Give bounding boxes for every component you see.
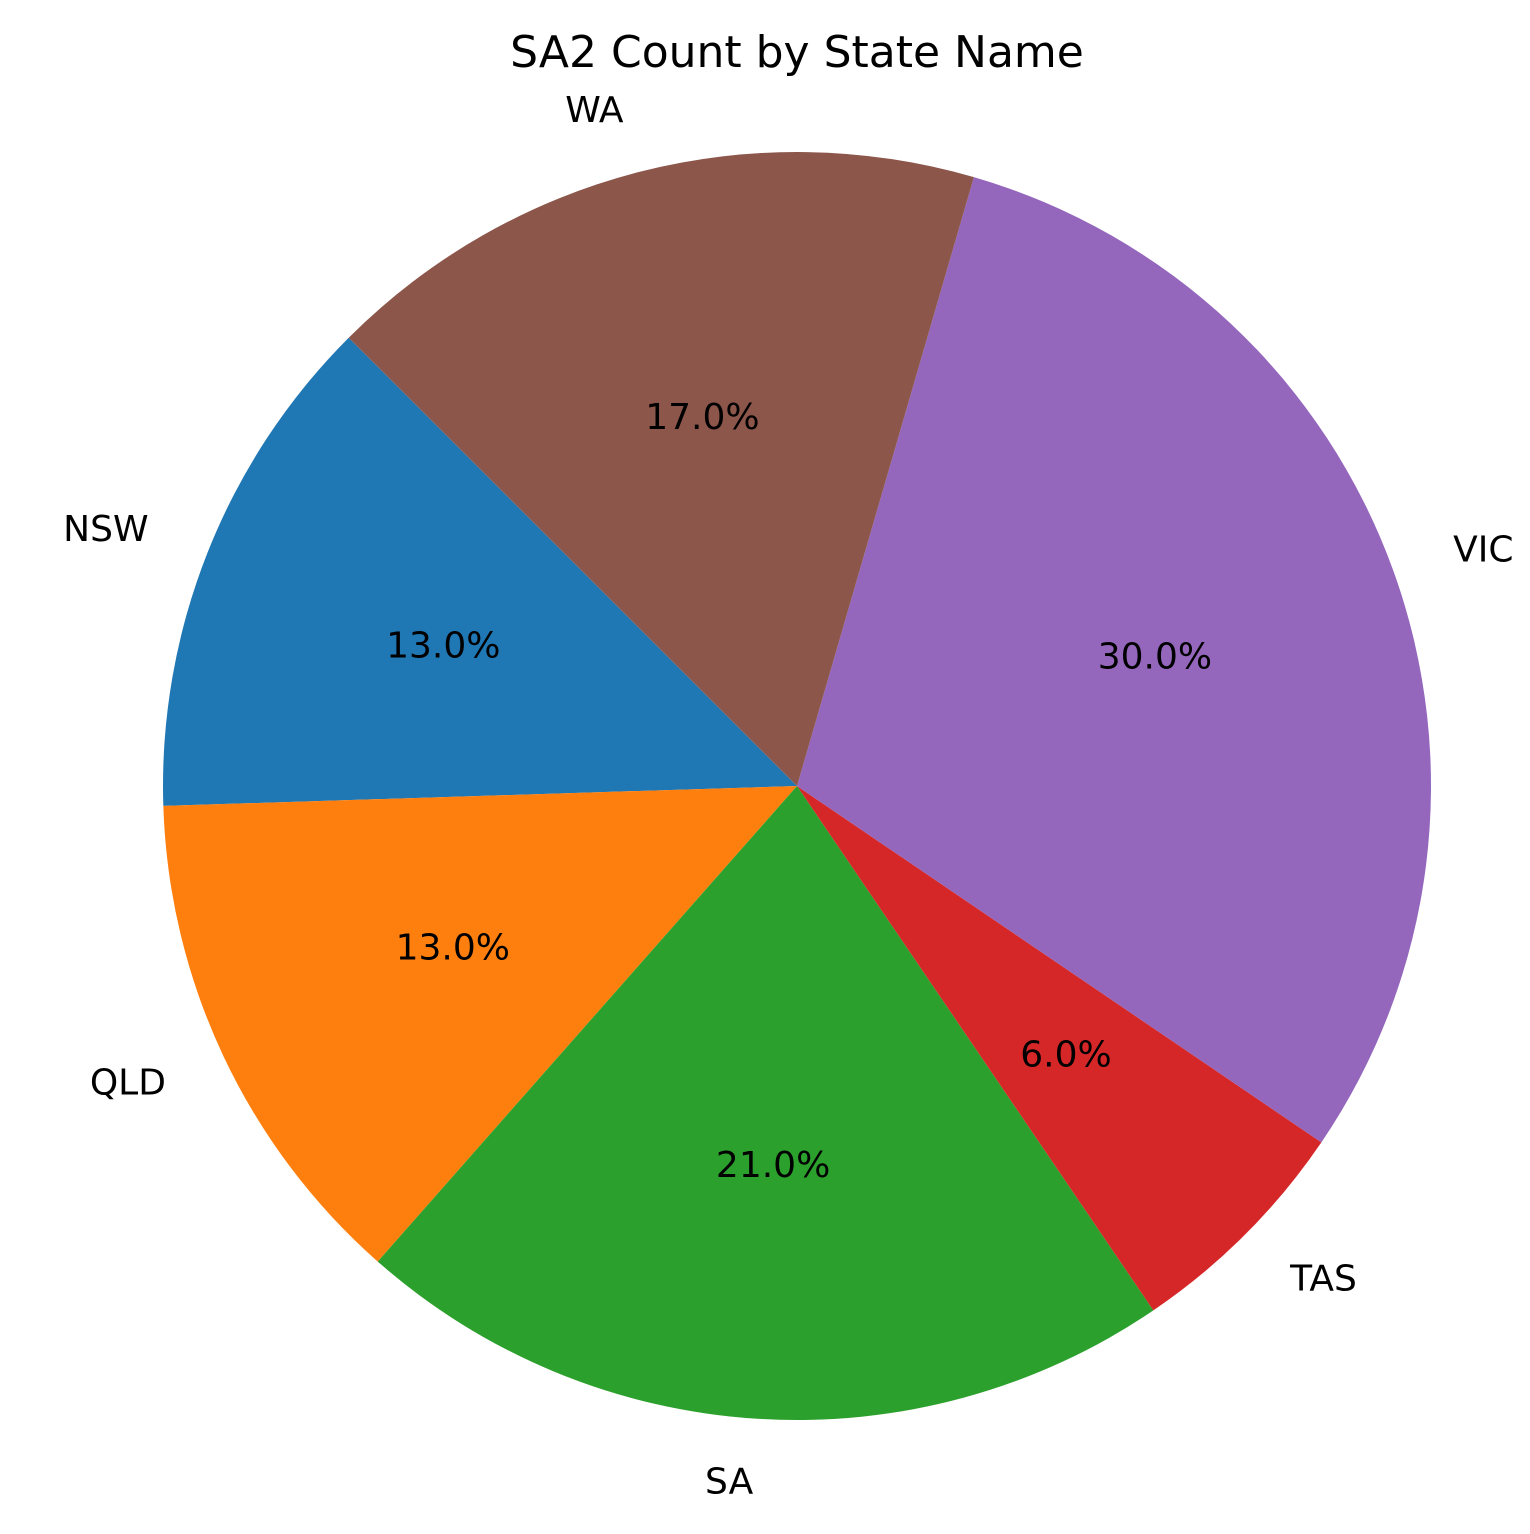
percent-label-vic: 30.0% xyxy=(1098,637,1212,678)
slice-vic xyxy=(797,177,1432,1143)
percent-label-nsw: 13.0% xyxy=(386,625,500,666)
percent-label-tas: 6.0% xyxy=(1020,1034,1111,1075)
percent-label-wa: 17.0% xyxy=(645,397,759,438)
slice-wa xyxy=(348,152,974,787)
percent-label-qld: 13.0% xyxy=(396,927,510,968)
label-qld: QLD xyxy=(90,1062,166,1103)
slice-qld xyxy=(163,786,797,1262)
pie-slices xyxy=(162,152,1432,1420)
label-tas: TAS xyxy=(1289,1259,1357,1300)
label-vic: VIC xyxy=(1453,529,1513,570)
percent-label-sa: 21.0% xyxy=(716,1145,830,1186)
chart-title: SA2 Count by State Name xyxy=(510,27,1084,78)
slice-sa xyxy=(377,786,1154,1420)
label-nsw: NSW xyxy=(63,509,148,550)
slice-tas xyxy=(797,786,1322,1311)
label-wa: WA xyxy=(565,90,624,131)
slice-nsw xyxy=(162,337,797,806)
pie-labels: NSW 13.0% QLD 13.0% SA 21.0% TAS 6.0% VIC 30.0% WA… xyxy=(63,90,1513,1503)
label-sa: SA xyxy=(705,1462,754,1503)
